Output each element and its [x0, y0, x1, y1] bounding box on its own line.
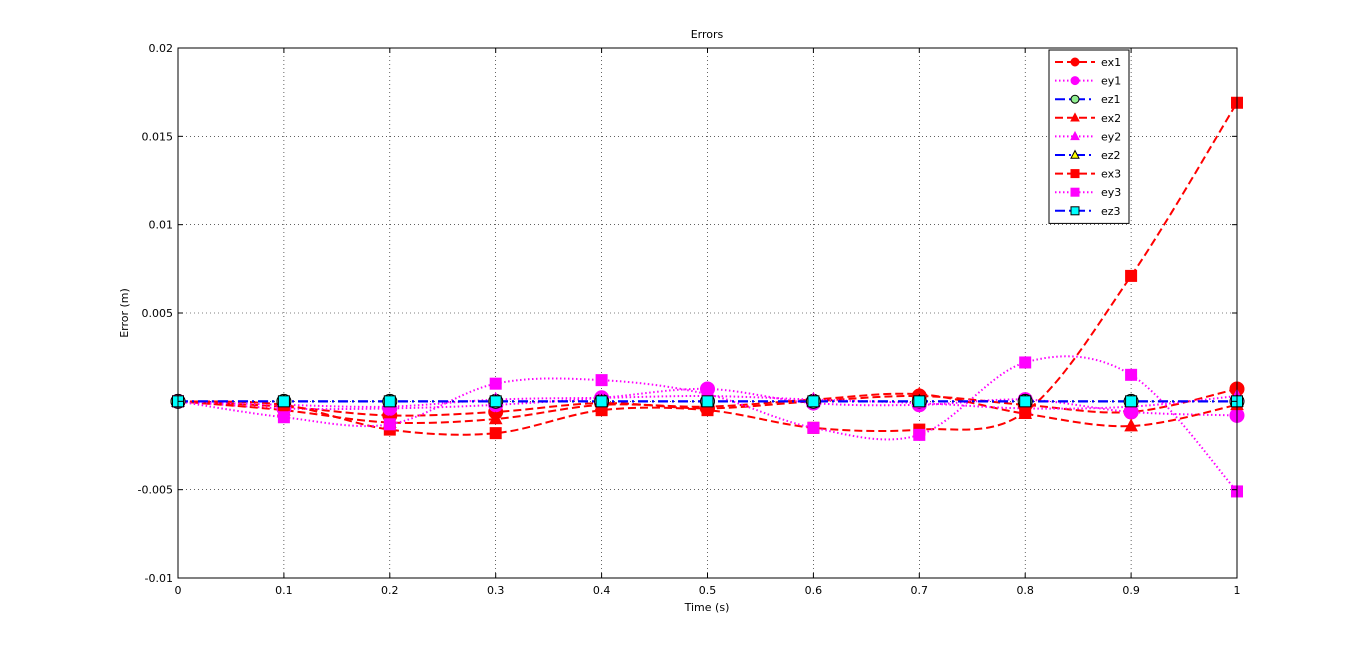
- legend-label-ex1: ex1: [1101, 56, 1121, 69]
- x-tick-label: 0.8: [1016, 584, 1034, 597]
- x-tick-label: 0.1: [275, 584, 293, 597]
- legend-label-ey2: ey2: [1101, 130, 1121, 143]
- grid: [178, 48, 1237, 578]
- legend-label-ez2: ez2: [1101, 149, 1121, 162]
- legend-label-ey1: ey1: [1101, 75, 1121, 88]
- x-tick-label: 0.4: [593, 584, 611, 597]
- y-axis-label: Error (m): [118, 288, 131, 338]
- legend-marker-ex3: [1070, 169, 1080, 179]
- marker-ex3: [1125, 269, 1138, 282]
- marker-ez3: [489, 395, 502, 408]
- marker-ez3: [807, 395, 820, 408]
- y-tick-label: -0.01: [145, 572, 173, 585]
- y-tick-label: 0.01: [149, 219, 174, 232]
- marker-ez3: [913, 395, 926, 408]
- y-tick-label: 0.005: [142, 307, 174, 320]
- marker-ex3: [1019, 405, 1032, 418]
- x-tick-label: 0.3: [487, 584, 505, 597]
- legend-label-ex3: ex3: [1101, 168, 1121, 181]
- legend-marker-ez1: [1070, 94, 1080, 104]
- x-tick-label: 0.7: [911, 584, 929, 597]
- x-tick-label: 0.6: [805, 584, 823, 597]
- marker-ex3: [489, 427, 502, 440]
- legend-label-ex2: ex2: [1101, 112, 1121, 125]
- legend-label-ez3: ez3: [1101, 205, 1121, 218]
- y-tick-label: -0.005: [138, 484, 173, 497]
- marker-ez3: [383, 395, 396, 408]
- x-axis-label: Time (s): [684, 601, 730, 614]
- legend-box: [1048, 49, 1130, 224]
- x-tick-label: 1: [1234, 584, 1241, 597]
- marker-ey3: [1125, 368, 1138, 381]
- marker-ex2: [1124, 418, 1138, 432]
- x-tick-label: 0.2: [381, 584, 399, 597]
- marker-ey3: [595, 374, 608, 387]
- chart-title: Errors: [691, 28, 724, 41]
- legend-label-ez1: ez1: [1101, 93, 1121, 106]
- y-tick-label: 0.02: [149, 42, 174, 55]
- marker-ez3: [595, 395, 608, 408]
- y-tick-label: 0.015: [142, 130, 174, 143]
- marker-ez3: [277, 395, 290, 408]
- legend-marker-ex1: [1070, 57, 1080, 67]
- x-tick-label: 0: [175, 584, 182, 597]
- legend-label-ey3: ey3: [1101, 186, 1121, 199]
- marker-ey3: [489, 377, 502, 390]
- marker-ez3: [701, 395, 714, 408]
- x-tick-label: 0.9: [1122, 584, 1140, 597]
- marker-ez3: [1125, 395, 1138, 408]
- legend-marker-ey2: [1070, 130, 1080, 141]
- marker-ey3: [277, 411, 290, 424]
- marker-ey3: [913, 428, 926, 441]
- marker-ex2: [488, 411, 503, 425]
- legend-marker-ey1: [1070, 76, 1080, 86]
- legend-marker-ez2: [1070, 149, 1080, 159]
- legend-marker-ex2: [1070, 112, 1080, 122]
- marker-ey3: [1019, 356, 1032, 369]
- x-tick-label: 0.5: [699, 584, 717, 597]
- marker-ey3: [383, 418, 396, 431]
- marker-ey3: [807, 421, 820, 434]
- legend: ex1 ey1 ez1 ex2 ey2 ez2 ex3 ey3 ez3: [1048, 49, 1130, 224]
- marker-ez3: [1019, 395, 1032, 408]
- legend-marker-ez3: [1070, 206, 1080, 216]
- legend-marker-ey3: [1070, 187, 1080, 197]
- axis-ticks: 0 0.1 0.2 0.3 0.4 0.5 0.6 0.7 0.8 0.9 1 -0.01 -0.005…: [138, 42, 1241, 597]
